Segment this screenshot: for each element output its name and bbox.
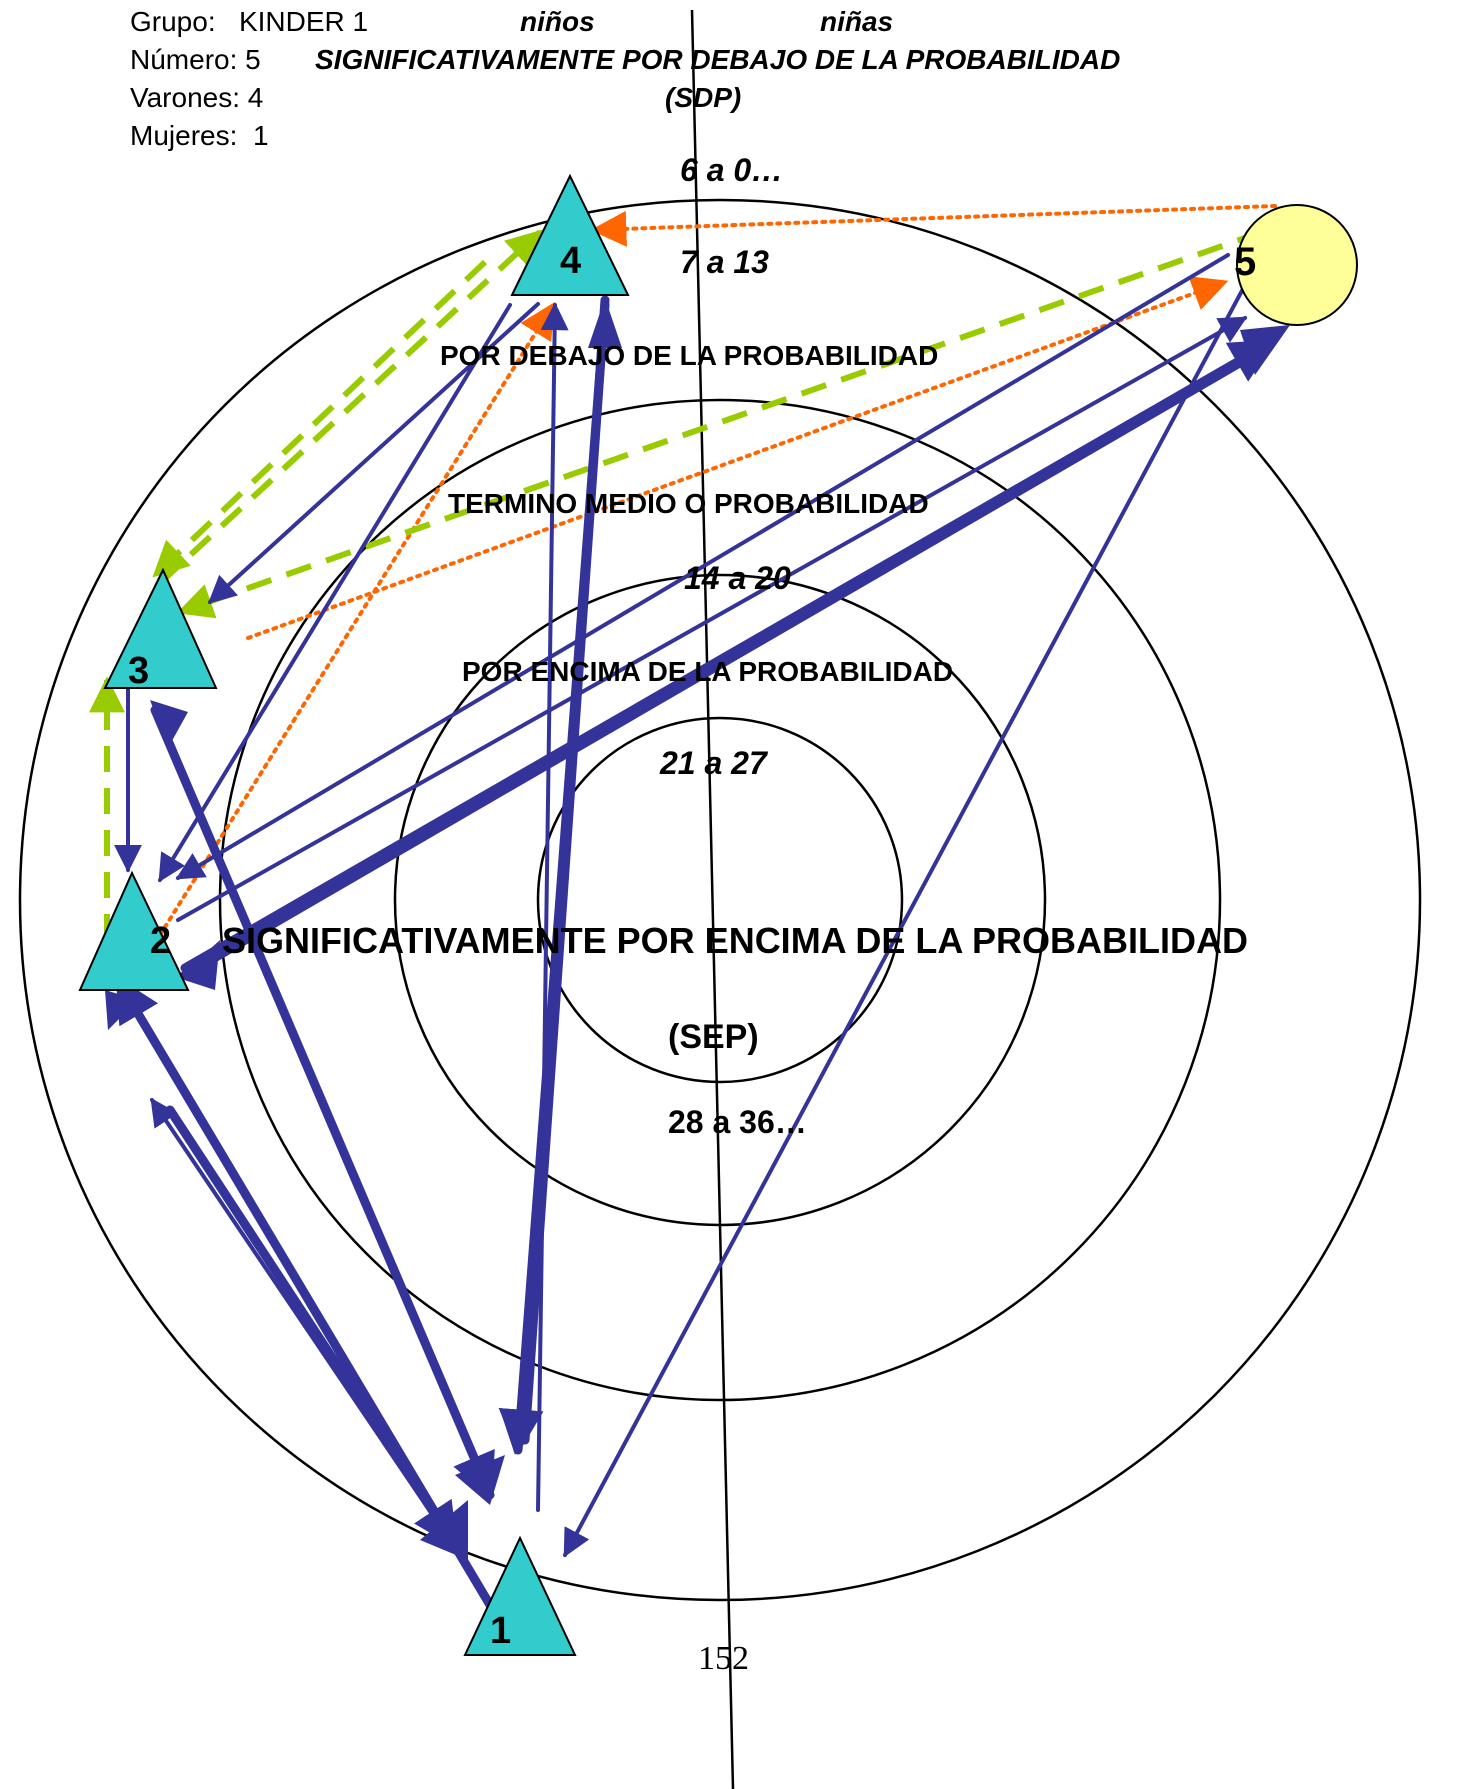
range-21-27: 21 a 27 xyxy=(660,745,767,781)
node-label-4: 4 xyxy=(560,240,582,282)
node-label-2: 2 xyxy=(150,920,172,962)
range-14-20: 14 a 20 xyxy=(684,560,791,596)
label-above-probability: POR ENCIMA DE LA PROBABILIDAD xyxy=(462,656,954,687)
sdp-title: SIGNIFICATIVAMENTE POR DEBAJO DE LA PROB… xyxy=(315,44,1121,75)
dashed-arrow-4-3 xyxy=(152,259,488,578)
node-2[interactable] xyxy=(78,870,190,991)
ring-2 xyxy=(218,398,1222,1402)
mujeres-value: 1 xyxy=(252,120,269,151)
info-varones: Varones: 4 xyxy=(130,82,263,114)
arrow-5-1 xyxy=(563,270,1254,1558)
node-3[interactable] xyxy=(103,567,218,689)
boy-triangle-icon xyxy=(103,567,218,689)
dotted-arrow-2-4 xyxy=(158,301,555,937)
boy-triangle-icon xyxy=(463,1535,577,1656)
info-mujeres: Mujeres: 1 xyxy=(130,120,269,152)
label-below-probability: POR DEBAJO DE LA PROBABILIDAD xyxy=(440,340,939,371)
arrow-2-5 xyxy=(176,316,1248,922)
header-ninos: niños xyxy=(520,6,595,37)
info-grupo: Grupo: KINDER 1 xyxy=(130,6,368,38)
gender-divider-line xyxy=(690,9,735,1789)
arrowhead-at-4 xyxy=(588,298,622,348)
node-label-3: 3 xyxy=(128,650,150,692)
arrow-1-4 xyxy=(536,302,569,1512)
arrow-3-1 xyxy=(150,705,495,1500)
boy-triangle-icon xyxy=(78,870,190,991)
range-6-0: 6 a 0… xyxy=(680,152,784,188)
arrow-4-2-thick xyxy=(180,345,1267,980)
arrow-4-3 xyxy=(207,302,540,604)
mujeres-label: Mujeres: xyxy=(130,120,238,151)
thick-arrowheads xyxy=(105,298,1290,1560)
node-label-1: 1 xyxy=(490,1610,512,1652)
arrow-1-2-head xyxy=(165,1105,460,1550)
arrowhead-at-5 xyxy=(1240,325,1290,375)
arrowhead-at-1-b xyxy=(455,1455,505,1505)
numero-value: 5 xyxy=(245,44,261,75)
blue-thick-arrows xyxy=(113,295,1277,1610)
target-rings xyxy=(18,198,1422,1602)
arrowhead-at-1-a xyxy=(420,1500,468,1560)
dotted-arrow-3-5 xyxy=(246,276,1229,640)
range-28-36: 28 a 36… xyxy=(668,1104,807,1140)
boy-triangle-icon xyxy=(510,173,630,296)
orange-dotted-arrows xyxy=(158,204,1277,937)
range-7-13: 7 a 13 xyxy=(680,244,769,280)
varones-label: Varones: xyxy=(130,82,240,113)
arrow-4-1-thick xyxy=(520,295,610,1445)
node-4[interactable] xyxy=(510,173,630,296)
label-average-probability: TERMINO MEDIO O PROBABILIDAD xyxy=(448,488,929,519)
ring-outer xyxy=(18,198,1422,1602)
dashed-arrow-3-4 xyxy=(157,229,543,586)
node-label-5: 5 xyxy=(1234,240,1257,284)
arrowhead-at-3 xyxy=(150,700,188,748)
arrowhead-at-2-b xyxy=(178,940,220,990)
sdp-abbr: (SDP) xyxy=(665,82,742,113)
girl-circle-icon xyxy=(1236,204,1358,326)
arrow-5-2 xyxy=(175,253,1230,880)
page-number: 152 xyxy=(698,1640,749,1677)
arrowhead-at-2 xyxy=(105,990,138,1030)
node-5[interactable] xyxy=(1236,204,1358,326)
green-dashed-arrows xyxy=(89,229,1263,940)
sep-abbr: (SEP) xyxy=(668,1018,759,1056)
sep-title: SIGNIFICATIVAMENTE POR ENCIMA DE LA PROB… xyxy=(222,920,1248,961)
grupo-label: Grupo: xyxy=(130,6,216,37)
ring-inner xyxy=(536,716,904,1084)
arrow-4-2 xyxy=(158,303,512,883)
info-numero: Número: 5 xyxy=(130,44,261,76)
header-ninas: niñas xyxy=(820,6,894,37)
dotted-arrow-5-4 xyxy=(590,204,1277,247)
dashed-arrow-5-3 xyxy=(176,229,1263,619)
arrowhead-at-1-c xyxy=(500,1410,540,1455)
numero-label: Número: xyxy=(130,44,238,75)
node-1[interactable] xyxy=(463,1535,577,1656)
varones-value: 4 xyxy=(247,82,264,113)
grupo-value: KINDER 1 xyxy=(238,6,369,37)
